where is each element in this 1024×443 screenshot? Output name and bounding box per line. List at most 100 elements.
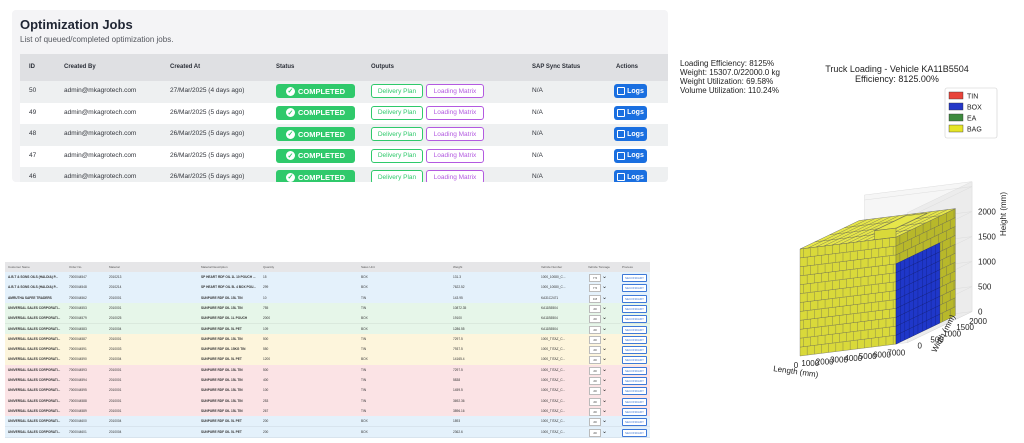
vehicle-tonnage-select[interactable]: 20 bbox=[589, 428, 601, 437]
order-number: 7000044593 bbox=[69, 367, 87, 372]
check-circle-icon: ✓ bbox=[285, 151, 295, 160]
material-code: 2010214 bbox=[109, 285, 122, 290]
vehicle-tonnage-select[interactable]: 20 bbox=[589, 315, 601, 324]
vehicle-tonnage-select[interactable]: 7.5 bbox=[589, 284, 601, 293]
jobs-table-row: 46 admin@mkagrotech.com 26/Mar/2025 (5 day… bbox=[20, 167, 668, 182]
process-button[interactable]: SECONDARY bbox=[622, 335, 647, 344]
vehicle-tonnage-select[interactable]: 20 bbox=[589, 335, 601, 344]
chevron-down-icon[interactable]: ⌄ bbox=[602, 294, 608, 301]
process-button[interactable]: SECONDARY bbox=[622, 397, 647, 406]
vehicle-tonnage-select[interactable]: 20 bbox=[589, 325, 601, 334]
chevron-down-icon[interactable]: ⌄ bbox=[602, 274, 608, 280]
chevron-down-icon[interactable]: ⌄ bbox=[602, 407, 608, 414]
loading-matrix-button[interactable]: Loading Matrix bbox=[426, 127, 484, 141]
delivery-plan-button[interactable]: Delivery Plan bbox=[371, 170, 423, 182]
chevron-down-icon[interactable]: ⌄ bbox=[602, 315, 608, 322]
customer-name: UNIVERSAL SALES CORPORATI... bbox=[8, 316, 61, 321]
box-edge bbox=[844, 215, 941, 228]
chevron-down-icon[interactable]: ⌄ bbox=[602, 356, 608, 363]
order-number: 7000044553 bbox=[69, 305, 87, 310]
page-title: Optimization Jobs bbox=[20, 17, 133, 32]
chevron-down-icon[interactable]: ⌄ bbox=[602, 346, 608, 353]
logs-button[interactable]: Logs bbox=[614, 105, 647, 120]
delivery-plan-button[interactable]: Delivery Plan bbox=[371, 148, 423, 163]
vehicle-tonnage-select[interactable]: 0.8 bbox=[589, 294, 601, 303]
order-number: 7000044594 bbox=[69, 378, 87, 382]
col-header-material: Material bbox=[109, 265, 120, 269]
process-button[interactable]: SECONDARY bbox=[622, 284, 647, 293]
vehicle-number: 1000_TITAZ_C... bbox=[541, 408, 566, 413]
logs-icon bbox=[617, 130, 626, 138]
status-label: COMPLETED bbox=[297, 86, 346, 96]
vehicle-tonnage-select[interactable]: 20 bbox=[589, 418, 601, 427]
order-number: 7000044600 bbox=[69, 419, 87, 424]
chevron-down-icon[interactable]: ⌄ bbox=[602, 304, 608, 311]
weight: 7297.5 bbox=[453, 367, 463, 372]
x-tick-label: 5000 bbox=[859, 352, 877, 361]
customer-name: UNIVERSAL SALES CORPORATI... bbox=[8, 305, 61, 310]
delivery-plan-button[interactable]: Delivery Plan bbox=[371, 84, 423, 98]
sap-sync-status: N/A bbox=[532, 173, 543, 180]
vehicle-tonnage-select[interactable]: 20 bbox=[589, 356, 601, 365]
chevron-down-icon[interactable]: ⌄ bbox=[602, 397, 608, 404]
loading-matrix-button[interactable]: Loading Matrix bbox=[426, 170, 484, 182]
loading-matrix-button[interactable]: Loading Matrix bbox=[426, 148, 484, 163]
logs-button[interactable]: Logs bbox=[614, 170, 647, 182]
col-header-id: ID bbox=[29, 64, 35, 70]
job-created-at: 26/Mar/2025 (5 days ago) bbox=[170, 108, 245, 116]
chevron-down-icon[interactable]: ⌄ bbox=[602, 418, 608, 425]
vehicle-tonnage-select[interactable]: 20 bbox=[589, 366, 601, 375]
chevron-down-icon[interactable]: ⌄ bbox=[602, 387, 608, 394]
chevron-down-icon[interactable]: ⌄ bbox=[602, 325, 608, 332]
vehicle-tonnage-select[interactable]: 20 bbox=[589, 377, 601, 385]
process-button[interactable]: SECONDARY bbox=[622, 325, 647, 334]
job-id: 50 bbox=[29, 87, 37, 94]
logs-button[interactable]: Logs bbox=[614, 127, 647, 141]
vehicle-number: 1000_TITAZ_C... bbox=[541, 388, 566, 393]
chevron-down-icon[interactable]: ⌄ bbox=[602, 335, 608, 342]
process-button[interactable]: SECONDARY bbox=[622, 294, 647, 303]
chevron-down-icon[interactable]: ⌄ bbox=[602, 284, 608, 291]
process-button[interactable]: SECONDARY bbox=[622, 274, 647, 282]
process-button[interactable]: SECONDARY bbox=[622, 366, 647, 375]
order-number: 7000044548 bbox=[69, 285, 87, 290]
vehicle-number: 1000_10080_C... bbox=[541, 275, 566, 279]
material-description: SUNPURE RDF OIL 15L TIN bbox=[201, 408, 243, 413]
process-button[interactable]: SECONDARY bbox=[622, 387, 647, 396]
sales-unit: TIN bbox=[361, 347, 367, 352]
material-code: 2010003 bbox=[109, 347, 122, 352]
customer-name: A.B.T & SONS OILS (HALDIA) P... bbox=[8, 275, 59, 279]
loading-matrix-button[interactable]: Loading Matrix bbox=[426, 105, 484, 120]
vehicle-tonnage-select[interactable]: 20 bbox=[589, 397, 601, 406]
delivery-plan-button[interactable]: Delivery Plan bbox=[371, 105, 423, 120]
chevron-down-icon[interactable]: ⌄ bbox=[602, 366, 608, 373]
process-button[interactable]: SECONDARY bbox=[622, 346, 647, 355]
vehicle-tonnage-select[interactable]: 20 bbox=[589, 387, 601, 396]
vehicle-tonnage-select[interactable]: 7.5 bbox=[589, 274, 601, 282]
chevron-down-icon[interactable]: ⌄ bbox=[602, 377, 608, 383]
col-header-vehicle-tonnage: Vehicle Tonnage bbox=[588, 265, 610, 269]
stat-weight: Weight: 15307.0/22000.0 kg bbox=[680, 68, 780, 77]
process-button[interactable]: SECONDARY bbox=[622, 356, 647, 365]
logs-button[interactable]: Logs bbox=[614, 148, 647, 163]
process-button[interactable]: SECONDARY bbox=[622, 304, 647, 313]
process-button[interactable]: SECONDARY bbox=[622, 407, 647, 416]
loading-matrix-button[interactable]: Loading Matrix bbox=[426, 84, 484, 98]
vehicle-number: 1000_TITAZ_C... bbox=[541, 357, 566, 362]
delivery-plan-button[interactable]: Delivery Plan bbox=[371, 127, 423, 141]
process-button[interactable]: SECONDARY bbox=[622, 377, 647, 385]
material-description: SUNPURE RDF OIL 15L TIN bbox=[201, 336, 243, 341]
chevron-down-icon[interactable]: ⌄ bbox=[602, 428, 608, 435]
material-description: SUNPURE RDF OIL 15L TIN bbox=[201, 367, 243, 372]
job-created-by: admin@mkagrotech.com bbox=[64, 151, 137, 159]
weight: 131.3 bbox=[453, 275, 461, 279]
vehicle-tonnage-select[interactable]: 20 bbox=[589, 304, 601, 313]
logs-icon bbox=[617, 87, 626, 95]
logs-button[interactable]: Logs bbox=[614, 84, 647, 98]
vehicle-tonnage-select[interactable]: 20 bbox=[589, 346, 601, 355]
process-button[interactable]: SECONDARY bbox=[622, 418, 647, 427]
vehicle-tonnage-select[interactable]: 20 bbox=[589, 407, 601, 416]
process-button[interactable]: SECONDARY bbox=[622, 428, 647, 437]
quantity: 100 bbox=[263, 388, 269, 393]
process-button[interactable]: SECONDARY bbox=[622, 315, 647, 324]
